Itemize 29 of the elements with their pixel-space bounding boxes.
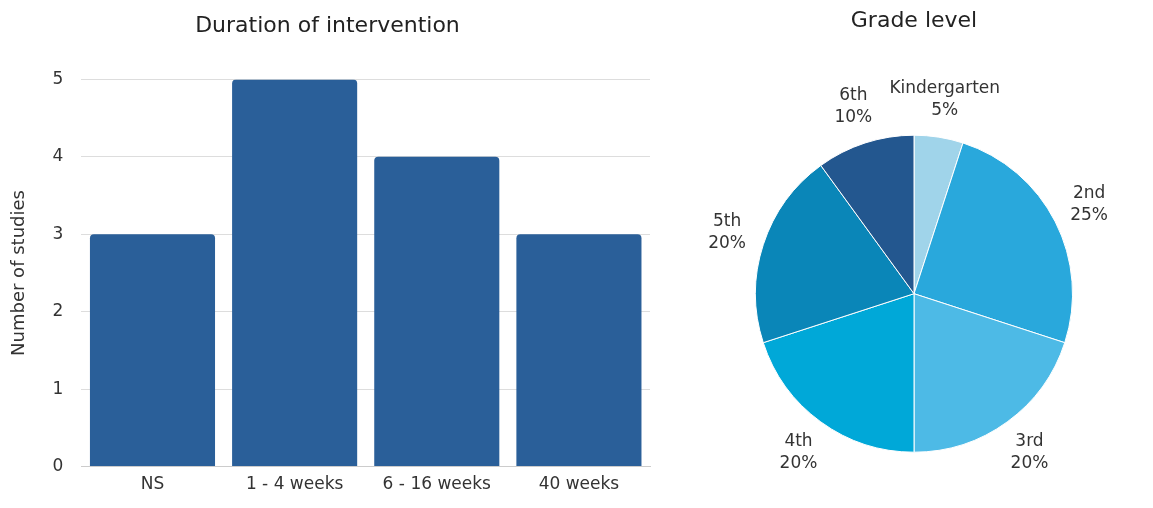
slice-label: Kindergarten (889, 77, 1001, 98)
chart-title: Duration of intervention (195, 11, 460, 37)
data-label: 20% (1010, 452, 1049, 473)
bar (374, 156, 500, 467)
y-tick-label: 3 (52, 222, 64, 243)
x-tick-label: 1 - 4 weeks (245, 473, 344, 494)
slice-label: 4th (784, 430, 813, 451)
bar (89, 234, 216, 467)
chart-title: Grade level (850, 6, 978, 32)
x-tick-label: 40 weeks (538, 473, 620, 494)
bar (516, 234, 642, 467)
y-tick-label: 1 (52, 377, 64, 398)
data-label: 10% (834, 106, 873, 127)
bar (232, 79, 358, 467)
slice-label: 6th (839, 84, 868, 105)
slice-label: 2nd (1072, 181, 1106, 202)
data-label: 25% (1070, 203, 1108, 224)
y-tick-label: 4 (52, 145, 64, 166)
slice-label: 5th (712, 210, 742, 231)
y-tick-label: 0 (52, 455, 64, 476)
slice-label: 3rd (1015, 430, 1044, 451)
y-axis-title: Number of studies (7, 190, 29, 356)
x-tick-label: NS (140, 473, 165, 494)
data-label: 5% (931, 99, 959, 120)
x-tick-label: 6 - 16 weeks (382, 473, 492, 494)
y-tick-label: 5 (52, 67, 64, 88)
y-tick-label: 2 (52, 300, 64, 321)
data-label: 20% (708, 232, 747, 253)
data-label: 20% (779, 452, 818, 473)
